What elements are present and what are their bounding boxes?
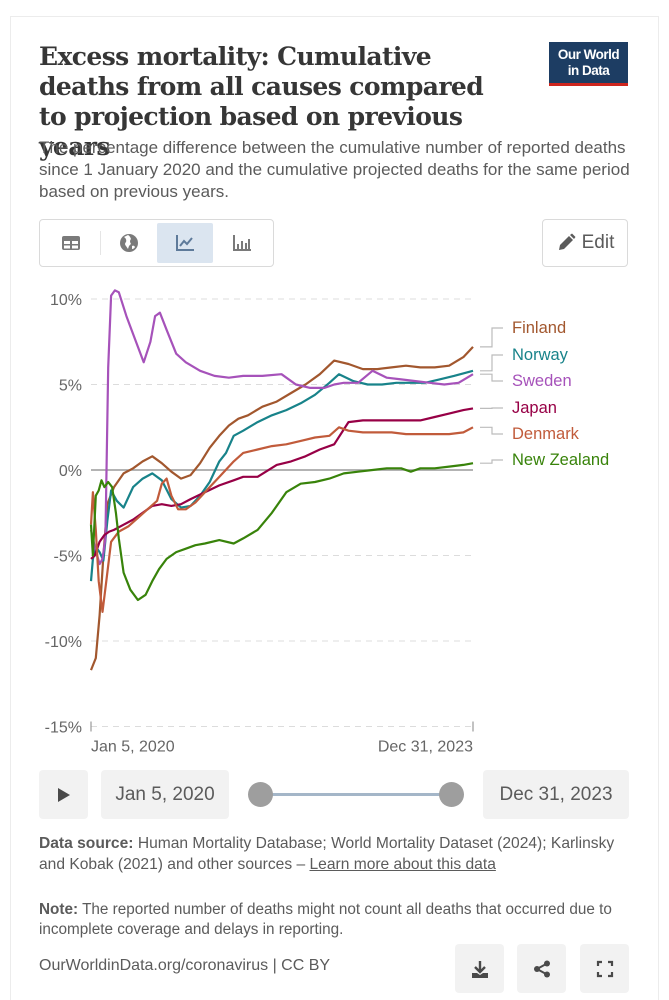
end-date-button[interactable]: Dec 31, 2023 <box>483 770 629 819</box>
series-line-japan <box>90 407 474 560</box>
table-icon <box>62 236 81 250</box>
series-line-denmark <box>89 426 474 613</box>
legend-connector <box>480 327 503 348</box>
source-label: Data source: <box>39 835 134 852</box>
timeline-end-handle[interactable] <box>439 782 464 807</box>
legend-connector <box>480 373 503 382</box>
legend-label-finland: Finland <box>512 319 566 337</box>
chart-note: Note: The reported number of deaths migh… <box>39 900 639 939</box>
tab-line-chart[interactable] <box>156 223 214 263</box>
y-tick-label: -15% <box>45 720 82 737</box>
globe-icon <box>119 234 138 252</box>
source-text: Human Mortality Database; World Mortalit… <box>39 835 615 873</box>
start-date-button[interactable]: Jan 5, 2020 <box>101 770 229 819</box>
y-tick-label: -10% <box>45 634 82 651</box>
download-icon <box>471 960 488 978</box>
download-button[interactable] <box>455 944 504 993</box>
x-tick-label-end: Dec 31, 2023 <box>378 739 473 756</box>
y-tick-label: -5% <box>54 549 82 566</box>
fullscreen-icon <box>596 960 613 977</box>
series-lines <box>89 289 474 671</box>
fullscreen-button[interactable] <box>580 944 629 993</box>
note-text: The reported number of deaths might not … <box>39 901 612 938</box>
legend-connector <box>480 459 503 464</box>
owid-logo[interactable]: Our World in Data <box>549 42 628 86</box>
timeline-track[interactable] <box>272 793 448 796</box>
line-chart-icon <box>176 235 195 251</box>
share-button[interactable] <box>517 944 566 993</box>
source-url[interactable]: OurWorldinData.org/coronavirus | CC BY <box>39 957 331 974</box>
tab-bar-chart[interactable] <box>213 223 270 263</box>
edit-label: Edit <box>581 232 615 253</box>
legend-label-sweden: Sweden <box>512 372 572 390</box>
y-axis-ticks: -15% -10% -5% 0% 5% 10% <box>45 292 82 737</box>
legend-label-denmark: Denmark <box>512 425 580 443</box>
share-icon <box>533 960 550 977</box>
tab-divider <box>99 231 101 255</box>
legend-connector <box>480 354 503 372</box>
line-chart: -15% -10% -5% 0% 5% 10% Finland Norway Sweden Ja… <box>45 289 609 756</box>
y-tick-label: 0% <box>59 463 82 480</box>
bar-chart-icon <box>232 235 251 251</box>
y-tick-label: 10% <box>50 292 82 309</box>
legend-label-norway: Norway <box>512 346 569 364</box>
legend-connector <box>480 426 503 435</box>
chart-type-tabs <box>39 219 274 267</box>
chart-card <box>10 16 659 1000</box>
chart-subtitle: The percentage difference between the cu… <box>39 138 630 201</box>
play-icon <box>57 787 70 802</box>
y-tick-label: 5% <box>59 378 82 395</box>
legend-label-new-zealand: New Zealand <box>512 451 609 469</box>
timeline-start-handle[interactable] <box>248 782 273 807</box>
chart-title: Excess mortality: Cumulative deaths from… <box>39 42 484 161</box>
play-button[interactable] <box>39 770 88 819</box>
logo-line-2: in Data <box>567 63 610 78</box>
legend: Finland Norway Sweden Japan Denmark New Zeala… <box>480 319 609 469</box>
series-line-new-zealand <box>89 462 474 602</box>
timeline: Jan 5, 2020 Dec 31, 2023 <box>39 770 629 820</box>
series-line-sweden <box>89 289 474 566</box>
grid-lines <box>91 298 473 727</box>
logo-line-1: Our World <box>557 47 620 62</box>
data-source: Data source: Human Mortality Database; W… <box>39 833 639 875</box>
series-line-norway <box>89 369 474 582</box>
series-line-finland <box>89 346 474 671</box>
legend-label-japan: Japan <box>512 399 557 417</box>
pencil-icon <box>558 233 576 250</box>
tab-table[interactable] <box>43 223 100 263</box>
edit-button[interactable]: Edit <box>542 219 628 267</box>
note-label: Note: <box>39 901 79 918</box>
x-axis: Jan 5, 2020 Dec 31, 2023 <box>90 721 474 756</box>
learn-more-link[interactable]: Learn more about this data <box>309 856 496 873</box>
x-tick-label-start: Jan 5, 2020 <box>91 739 175 756</box>
tab-map[interactable] <box>100 223 157 263</box>
